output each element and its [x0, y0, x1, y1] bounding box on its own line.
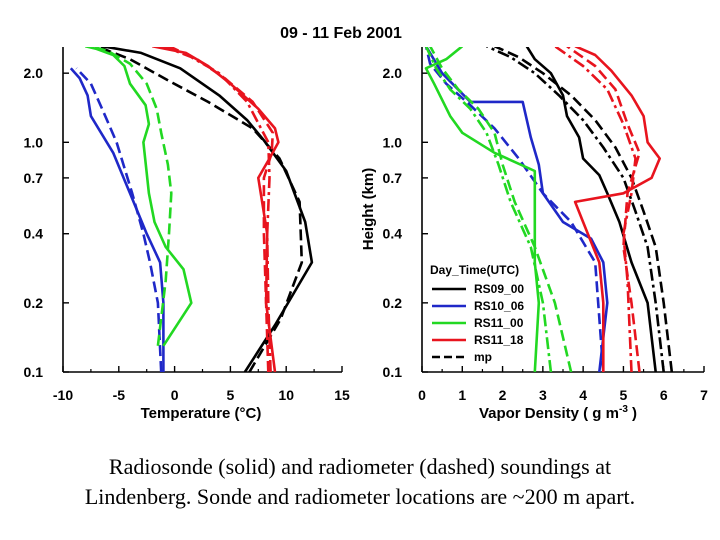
y-tick-label: 2.0 [24, 65, 44, 81]
legend-label: mp [474, 350, 492, 364]
series-rs11-18-dashed [168, 47, 275, 372]
x-tick-label: 10 [278, 387, 294, 403]
legend-label: RS11_00 [474, 316, 524, 330]
x-tick-label: 1 [458, 387, 466, 403]
x-tick-label: 0 [418, 387, 426, 403]
x-tick-label: -10 [53, 387, 73, 403]
x-tick-label: 4 [579, 387, 587, 403]
figure-caption: Radiosonde (solid) and radiometer (dashe… [0, 452, 720, 512]
series-rs10-06-dashed [75, 67, 163, 372]
temperature-axis-label: Temperature (°C) [141, 405, 262, 422]
x-tick-label: 6 [660, 387, 668, 403]
x-tick-label: 5 [227, 387, 235, 403]
y-tick-label: 0.4 [24, 226, 44, 242]
vapor-density-axis-label: Vapor Density ( g m-3 ) [479, 404, 637, 422]
y-tick-label: 0.4 [383, 226, 403, 242]
y-tick-label: 0.1 [24, 364, 44, 380]
legend-title: Day_Time(UTC) [430, 263, 519, 277]
series-rs11-18-solid [573, 47, 662, 372]
series-rs10-06-solid [69, 67, 165, 372]
y-tick-label: 0.7 [383, 170, 403, 186]
height-axis-label: Height (km) [360, 168, 377, 251]
legend-label: RS10_06 [474, 299, 524, 313]
x-tick-label: 15 [334, 387, 350, 403]
x-tick-label: 3 [539, 387, 547, 403]
series-rs11-18-dashdot [554, 47, 637, 372]
x-tick-label: 0 [171, 387, 179, 403]
legend-label: RS11_18 [474, 333, 524, 347]
series-rs11-00-solid [424, 47, 541, 372]
x-tick-label: 5 [620, 387, 628, 403]
y-tick-label: 2.0 [383, 65, 403, 81]
x-tick-label: -5 [113, 387, 126, 403]
temperature-panel: -10 -5 0 5 10 15 0.1 0.2 0.4 0.7 1.0 2.0 [24, 47, 350, 403]
series-rs09-00-dashed [96, 47, 304, 372]
y-tick-label: 0.2 [24, 295, 44, 311]
y-tick-label: 1.0 [383, 134, 403, 150]
series-rs11-00-dashed [90, 47, 173, 346]
y-tick-label: 1.0 [24, 134, 44, 150]
y-tick-label: 0.2 [383, 295, 403, 311]
series-rs11-00-dashed [429, 47, 573, 372]
series-rs11-00-dashdot [424, 47, 553, 372]
series-rs09-00-solid [101, 47, 314, 372]
series-group [424, 47, 674, 372]
x-tick-label: 7 [700, 387, 708, 403]
legend-label: RS09_00 [474, 282, 524, 296]
series-rs09-00-solid [525, 47, 657, 372]
caption-line-1: Radiosonde (solid) and radiometer (dashe… [108, 454, 612, 479]
legend: Day_Time(UTC) RS09_00 RS10_06 RS11_00 RS11_1… [430, 263, 524, 364]
x-tick-label: 2 [499, 387, 507, 403]
caption-line-2: Lindenberg. Sonde and radiometer locatio… [84, 484, 636, 509]
vapor-density-panel: 0 1 2 3 4 5 6 7 0.1 0.2 0.4 0.7 1.0 2.0 [383, 47, 708, 403]
y-tick-label: 0.7 [24, 170, 44, 186]
series-rs11-18-dashdot [162, 47, 272, 372]
y-tick-label: 0.1 [383, 364, 403, 380]
series-rs11-00-solid [84, 47, 193, 347]
sounding-figure: 09 - 11 Feb 2001 -10 -5 0 5 10 150.10.20.40.7… [24, 25, 709, 422]
series-rs09-00-dashed [493, 47, 674, 372]
series-rs09-00-dashdot [485, 47, 665, 372]
figure-title: 09 - 11 Feb 2001 [280, 25, 402, 42]
series-group [69, 47, 314, 372]
